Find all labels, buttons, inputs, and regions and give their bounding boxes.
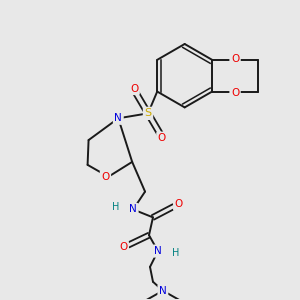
Text: O: O	[119, 242, 128, 252]
Text: N: N	[159, 286, 167, 296]
Text: N: N	[154, 246, 162, 256]
Text: O: O	[175, 200, 183, 209]
Text: O: O	[101, 172, 110, 182]
Text: O: O	[231, 54, 239, 64]
Text: O: O	[231, 88, 239, 98]
Text: H: H	[172, 248, 179, 258]
Text: O: O	[158, 133, 166, 143]
Text: S: S	[145, 108, 152, 118]
Text: N: N	[129, 204, 137, 214]
Text: H: H	[112, 202, 119, 212]
Text: O: O	[130, 84, 138, 94]
Text: N: N	[114, 113, 122, 123]
